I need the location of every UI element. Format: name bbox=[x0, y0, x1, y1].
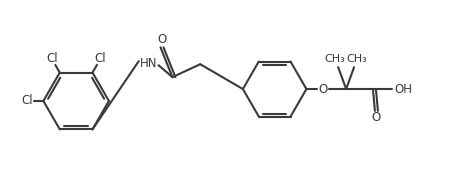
Text: O: O bbox=[318, 83, 327, 96]
Text: Cl: Cl bbox=[22, 94, 33, 108]
Text: CH₃: CH₃ bbox=[346, 54, 367, 64]
Text: Cl: Cl bbox=[46, 52, 57, 65]
Text: O: O bbox=[157, 33, 167, 46]
Text: HN: HN bbox=[140, 57, 157, 70]
Text: CH₃: CH₃ bbox=[324, 54, 345, 64]
Text: Cl: Cl bbox=[95, 52, 106, 65]
Text: O: O bbox=[370, 111, 380, 124]
Text: OH: OH bbox=[394, 83, 412, 96]
